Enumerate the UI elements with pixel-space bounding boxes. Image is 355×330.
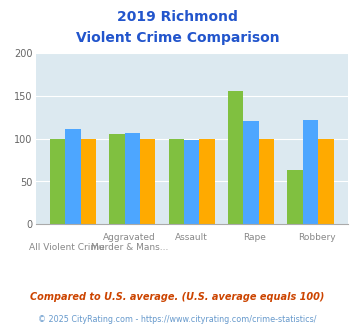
- Bar: [50, 139, 65, 224]
- Text: Violent Crime Comparison: Violent Crime Comparison: [76, 31, 279, 45]
- Bar: [169, 140, 184, 224]
- Bar: [65, 129, 81, 224]
- Text: Robbery: Robbery: [298, 233, 335, 242]
- Bar: [244, 120, 259, 224]
- Text: Assault: Assault: [175, 233, 208, 242]
- Text: Aggravated: Aggravated: [103, 233, 155, 242]
- Bar: [318, 139, 334, 224]
- Bar: [287, 170, 303, 224]
- Text: © 2025 CityRating.com - https://www.cityrating.com/crime-statistics/: © 2025 CityRating.com - https://www.city…: [38, 315, 317, 324]
- Bar: [184, 140, 200, 224]
- Text: Rape: Rape: [243, 233, 266, 242]
- Bar: [109, 134, 125, 224]
- Bar: [81, 139, 96, 224]
- Bar: [125, 133, 140, 224]
- Bar: [200, 139, 215, 224]
- Bar: [259, 139, 274, 224]
- Bar: [303, 120, 318, 224]
- Text: 2019 Richmond: 2019 Richmond: [117, 10, 238, 24]
- Text: All Violent Crime: All Violent Crime: [29, 243, 105, 251]
- Text: Murder & Mans...: Murder & Mans...: [91, 243, 168, 251]
- Text: Compared to U.S. average. (U.S. average equals 100): Compared to U.S. average. (U.S. average …: [30, 292, 325, 302]
- Bar: [228, 90, 244, 224]
- Bar: [140, 139, 155, 224]
